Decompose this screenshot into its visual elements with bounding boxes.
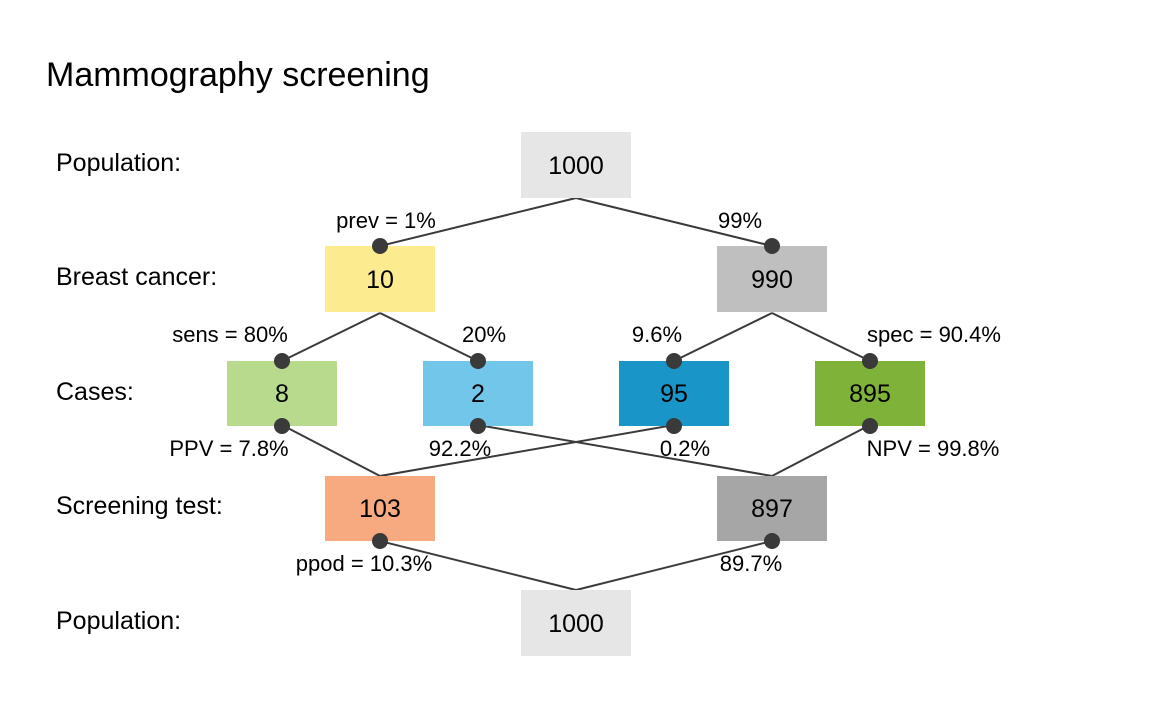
- dot-false-neg-top: [470, 353, 486, 369]
- row-label-population-bottom: Population:: [56, 607, 181, 635]
- node-true-pos: 8: [227, 361, 337, 426]
- edge-test-pos-pop: [379, 540, 577, 591]
- node-box: [325, 476, 435, 541]
- row-label-breast-cancer: Breast cancer:: [56, 263, 217, 291]
- edge-true-neg-test-neg: [771, 424, 871, 477]
- dot-false-pos-bottom: [666, 418, 682, 434]
- node-value: 2: [471, 380, 485, 408]
- dot-true-neg-bottom: [862, 418, 878, 434]
- label-not-prev: 99%: [718, 208, 762, 233]
- label-npv: NPV = 99.8%: [867, 436, 1000, 461]
- dot-true-neg-top: [862, 353, 878, 369]
- label-prev: prev = 1%: [336, 208, 436, 233]
- edge-true-pos-test-pos: [281, 424, 381, 477]
- label-fo-share: 0.2%: [660, 436, 710, 461]
- row-label-population-top: Population:: [56, 149, 181, 177]
- node-box: [815, 361, 925, 426]
- label-ppv: PPV = 7.8%: [169, 436, 288, 461]
- edge-false-pos-test-pos: [379, 424, 675, 477]
- connection-dots: [274, 238, 878, 549]
- connector-lines: [281, 197, 871, 591]
- node-false-neg: 2: [423, 361, 533, 426]
- node-cancer-no: 990: [717, 246, 827, 312]
- node-box: [325, 246, 435, 312]
- node-value: 8: [275, 380, 289, 408]
- label-fpr: 9.6%: [632, 322, 682, 347]
- label-spec: spec = 90.4%: [867, 322, 1001, 347]
- dot-test-neg-bottom: [764, 533, 780, 549]
- dot-false-neg-bottom: [470, 418, 486, 434]
- diagram-title: Mammography screening: [46, 56, 430, 94]
- label-fn-share: 92.2%: [429, 436, 491, 461]
- node-box: [619, 361, 729, 426]
- node-pop-bottom: 1000: [521, 590, 631, 656]
- node-box: [227, 361, 337, 426]
- dot-true-pos-bottom: [274, 418, 290, 434]
- edge-cancer-yes-false-neg: [379, 312, 479, 362]
- dot-true-pos-top: [274, 353, 290, 369]
- edge-test-neg-pop: [575, 540, 773, 591]
- node-value: 897: [751, 495, 793, 523]
- edge-pop-cancer-yes: [379, 197, 577, 247]
- edge-labels: prev = 1% 99% sens = 80% 20% 9.6% spec =…: [169, 208, 1001, 576]
- node-test-pos: 103: [325, 476, 435, 541]
- label-ppod: ppod = 10.3%: [296, 551, 432, 576]
- node-value: 1000: [548, 152, 604, 180]
- edge-cancer-no-false-pos: [673, 312, 773, 362]
- dot-cancer-yes-top: [372, 238, 388, 254]
- node-true-neg: 895: [815, 361, 925, 426]
- node-value: 895: [849, 380, 891, 408]
- dot-cancer-no-top: [764, 238, 780, 254]
- node-value: 10: [366, 266, 394, 294]
- edge-pop-cancer-no: [575, 197, 773, 247]
- node-box: [717, 246, 827, 312]
- node-box: [521, 590, 631, 656]
- label-miss: 20%: [462, 322, 506, 347]
- label-not-ppod: 89.7%: [720, 551, 782, 576]
- node-pop-top: 1000: [521, 132, 631, 198]
- edge-false-neg-test-neg: [477, 424, 773, 477]
- node-box: [521, 132, 631, 198]
- node-box: [423, 361, 533, 426]
- node-value: 990: [751, 266, 793, 294]
- row-label-screening-test: Screening test:: [56, 492, 223, 520]
- node-cancer-yes: 10: [325, 246, 435, 312]
- label-sens: sens = 80%: [172, 322, 288, 347]
- node-false-pos: 95: [619, 361, 729, 426]
- node-test-neg: 897: [717, 476, 827, 541]
- row-label-cases: Cases:: [56, 378, 134, 406]
- dot-test-pos-bottom: [372, 533, 388, 549]
- node-box: [717, 476, 827, 541]
- edge-cancer-no-true-neg: [771, 312, 871, 362]
- node-value: 103: [359, 495, 401, 523]
- node-value: 1000: [548, 610, 604, 638]
- dot-false-pos-top: [666, 353, 682, 369]
- edge-cancer-yes-true-pos: [281, 312, 381, 362]
- node-value: 95: [660, 380, 688, 408]
